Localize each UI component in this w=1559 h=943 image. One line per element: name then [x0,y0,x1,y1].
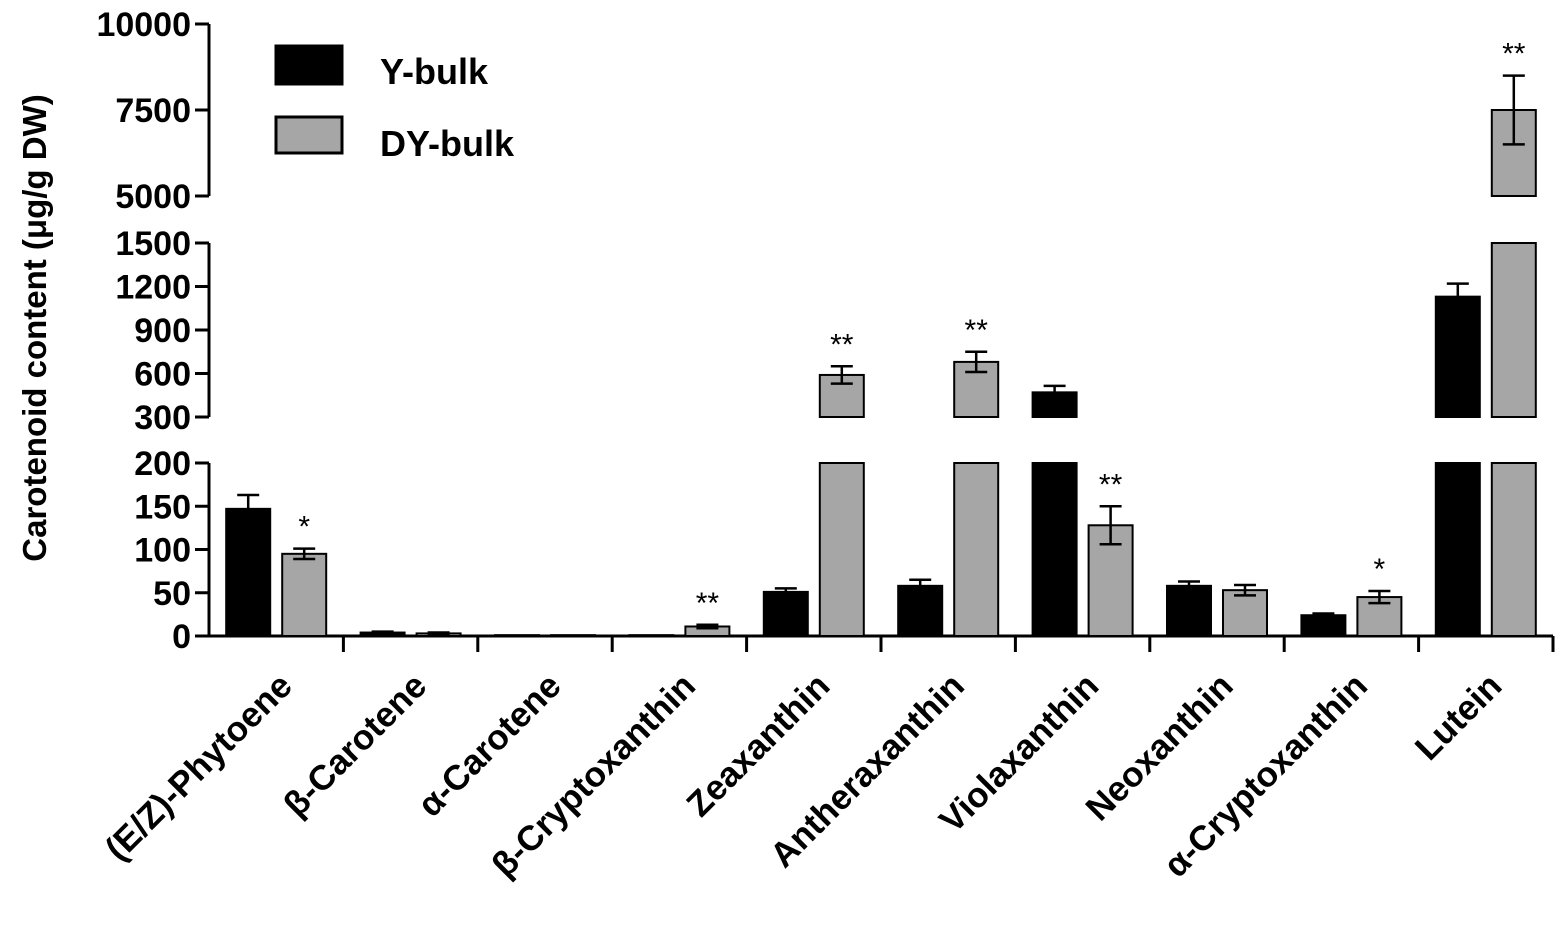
bars [225,109,1537,638]
bar-dy-bulk [1490,109,1537,197]
legend-label-dy-bulk: DY-bulk [380,123,515,164]
legend-swatch-y-bulk [274,44,344,86]
bar-y-bulk [628,634,675,638]
y-tick-label: 1200 [115,269,191,307]
y-tick-label: 150 [134,488,191,526]
y-tick-label: 7500 [115,92,191,130]
significance-mark: * [298,511,310,544]
x-category-label: Lutein [1408,666,1510,768]
y-tick-label: 300 [134,399,191,437]
legend: Y-bulk DY-bulk [274,44,515,164]
error-bars [237,74,1525,636]
bar-dy-bulk [818,462,865,637]
x-category-label: β-Carotene [276,666,434,824]
significance-mark: ** [965,314,989,347]
y-axis-label: Carotenoid content (μg/g DW) [16,94,53,561]
bar-y-bulk [225,507,272,637]
y-tick-label: 900 [134,312,191,350]
x-category-label: (E/Z)-Phytoene [98,666,300,868]
bar-y-bulk [494,634,540,638]
bar-y-bulk [762,590,809,638]
bar-y-bulk [897,584,944,638]
bar-y-bulk [1031,462,1078,637]
bar-y-bulk [1166,584,1212,638]
y-tick-label: 5000 [115,178,191,216]
significance-mark: ** [696,587,720,620]
significance-mark: ** [830,328,854,361]
x-axis-categories: (E/Z)-Phytoeneβ-Caroteneα-Caroteneβ-Cryp… [98,666,1510,885]
y-tick-label: 1500 [115,225,191,263]
significance-mark: * [1374,553,1386,586]
legend-label-y-bulk: Y-bulk [380,51,489,92]
bar-y-bulk [1300,614,1347,637]
bar-dy-bulk [1490,242,1537,418]
bar-y-bulk [1434,295,1481,418]
y-tick-label: 0 [172,618,191,656]
bar-dy-bulk [550,634,596,638]
significance-marks: ***** ******* [298,38,1525,620]
bar-dy-bulk [281,552,328,638]
significance-mark: ** [1502,38,1526,71]
bar-dy-bulk [1222,589,1268,638]
y-axis-title: Carotenoid content (μg/g DW) [16,94,53,561]
legend-swatch-dy-bulk [274,115,344,155]
y-tick-label: 100 [134,532,191,570]
bar-y-bulk [1434,462,1481,637]
y-tick-label: 10000 [96,6,191,44]
bar-dy-bulk [1490,462,1537,637]
y-tick-label: 600 [134,356,191,394]
y-tick-label: 200 [134,445,191,483]
significance-mark: ** [1099,468,1123,501]
axes: 0 50 100 150 200 300 600 900 1200 1500 5000 7500 100… [96,6,1555,656]
bar-dy-bulk [953,462,1000,637]
y-tick-label: 50 [153,575,191,613]
